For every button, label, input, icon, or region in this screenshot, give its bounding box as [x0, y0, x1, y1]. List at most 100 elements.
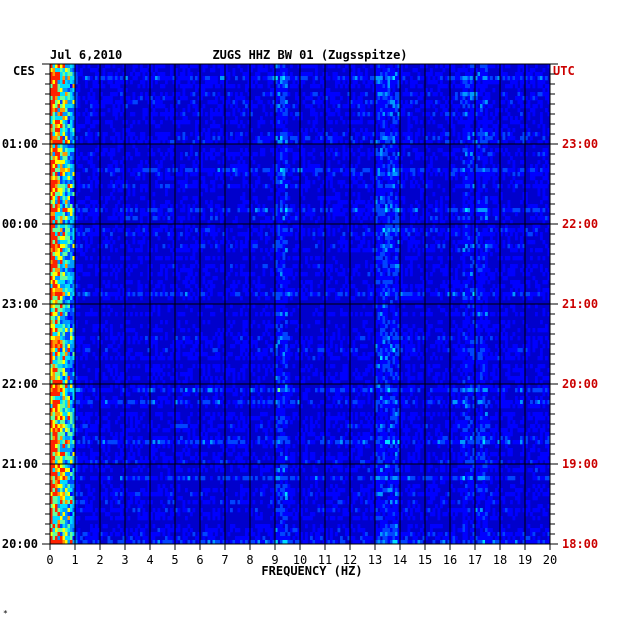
spectrogram-cell — [377, 104, 381, 109]
spectrogram-cell — [67, 252, 71, 257]
spectrogram-cell — [117, 68, 121, 73]
spectrogram-cell — [525, 104, 528, 109]
spectrogram-cell — [285, 88, 288, 93]
spectrogram-cell — [480, 108, 483, 113]
spectrogram-cell — [82, 232, 86, 237]
spectrogram-cell — [335, 152, 338, 157]
spectrogram-cell — [77, 248, 81, 253]
spectrogram-cell — [222, 68, 226, 73]
spectrogram-cell — [65, 120, 68, 125]
spectrogram-cell — [335, 268, 338, 273]
spectrogram-cell — [420, 172, 423, 177]
spectrogram-cell — [140, 260, 143, 265]
spectrogram-cell — [422, 76, 426, 81]
spectrogram-cell — [57, 92, 61, 97]
spectrogram-cell — [285, 128, 288, 133]
spectrogram-cell — [482, 84, 486, 89]
spectrogram-cell — [390, 80, 393, 85]
spectrogram-cell — [270, 76, 273, 81]
spectrogram-cell — [510, 180, 513, 185]
spectrogram-cell — [295, 176, 298, 181]
spectrogram-cell — [450, 208, 453, 213]
spectrogram-cell — [300, 236, 303, 241]
spectrogram-cell — [425, 248, 428, 253]
spectrogram-cell — [275, 244, 278, 249]
spectrogram-cell — [57, 64, 61, 69]
spectrogram-cell — [310, 168, 313, 173]
spectrogram-cell — [450, 232, 453, 237]
spectrogram-cell — [510, 132, 513, 137]
spectrogram-cell — [62, 244, 66, 249]
spectrogram-cell — [385, 232, 388, 237]
spectrogram-cell — [225, 112, 228, 117]
spectrogram-cell — [70, 72, 73, 77]
spectrogram-cell — [75, 136, 78, 141]
spectrogram-cell — [132, 192, 136, 197]
spectrogram-cell — [192, 100, 196, 105]
spectrogram-cell — [102, 152, 106, 157]
spectrogram-cell — [172, 244, 176, 249]
spectrogram-cell — [375, 208, 378, 213]
spectrogram-cell — [500, 184, 503, 189]
spectrogram-cell — [195, 108, 198, 113]
spectrogram-cell — [60, 108, 63, 113]
spectrogram-cell — [417, 232, 421, 237]
spectrogram-cell — [375, 248, 378, 253]
spectrogram-cell — [247, 140, 251, 145]
spectrogram-cell — [480, 268, 483, 273]
spectrogram-cell — [365, 132, 368, 137]
spectrogram-cell — [410, 236, 413, 241]
spectrogram-cell — [377, 268, 381, 273]
spectrogram-cell — [537, 140, 541, 145]
spectrogram-cell — [285, 232, 288, 237]
spectrogram-cell — [312, 112, 316, 117]
spectrogram-cell — [240, 132, 243, 137]
spectrogram-cell — [495, 268, 498, 273]
spectrogram-cell — [277, 216, 281, 221]
spectrogram-cell — [290, 76, 293, 81]
spectrogram-cell — [372, 148, 376, 153]
spectrogram-cell — [120, 88, 123, 93]
spectrogram-cell — [212, 168, 216, 173]
spectrogram-cell — [130, 232, 133, 237]
spectrogram-cell — [215, 232, 218, 237]
spectrogram-cell — [240, 208, 243, 213]
spectrogram-cell — [532, 172, 536, 177]
spectrogram-cell — [450, 124, 453, 129]
spectrogram-cell — [157, 172, 161, 177]
spectrogram-cell — [50, 216, 53, 221]
spectrogram-cell — [290, 84, 293, 89]
spectrogram-cell — [447, 132, 451, 137]
spectrogram-cell — [497, 240, 501, 245]
spectrogram-cell — [72, 160, 76, 165]
spectrogram-cell — [95, 72, 98, 77]
spectrogram-cell — [465, 152, 468, 157]
spectrogram-cell — [227, 240, 231, 245]
spectrogram-cell — [425, 136, 428, 141]
spectrogram-cell — [55, 232, 58, 237]
spectrogram-cell — [320, 224, 323, 229]
spectrogram-cell — [165, 136, 168, 141]
spectrogram-cell — [67, 212, 71, 217]
spectrogram-cell — [520, 136, 523, 141]
spectrogram-cell — [167, 256, 171, 261]
spectrogram-cell — [335, 260, 338, 265]
spectrogram-cell — [515, 264, 518, 269]
spectrogram-cell — [460, 156, 463, 161]
spectrogram-cell — [150, 208, 153, 213]
spectrogram-cell — [380, 152, 383, 157]
spectrogram-cell — [290, 168, 293, 173]
spectrogram-cell — [475, 84, 478, 89]
spectrogram-cell — [82, 76, 86, 81]
spectrogram-cell — [207, 264, 211, 269]
spectrogram-cell — [255, 168, 258, 173]
spectrogram-cell — [467, 192, 471, 197]
spectrogram-cell — [380, 92, 383, 97]
spectrogram-cell — [347, 128, 351, 133]
spectrogram-cell — [467, 252, 471, 257]
spectrogram-cell — [70, 136, 73, 141]
spectrogram-cell — [342, 200, 346, 205]
spectrogram-cell — [87, 184, 91, 189]
spectrogram-cell — [127, 132, 131, 137]
spectrogram-cell — [220, 168, 223, 173]
